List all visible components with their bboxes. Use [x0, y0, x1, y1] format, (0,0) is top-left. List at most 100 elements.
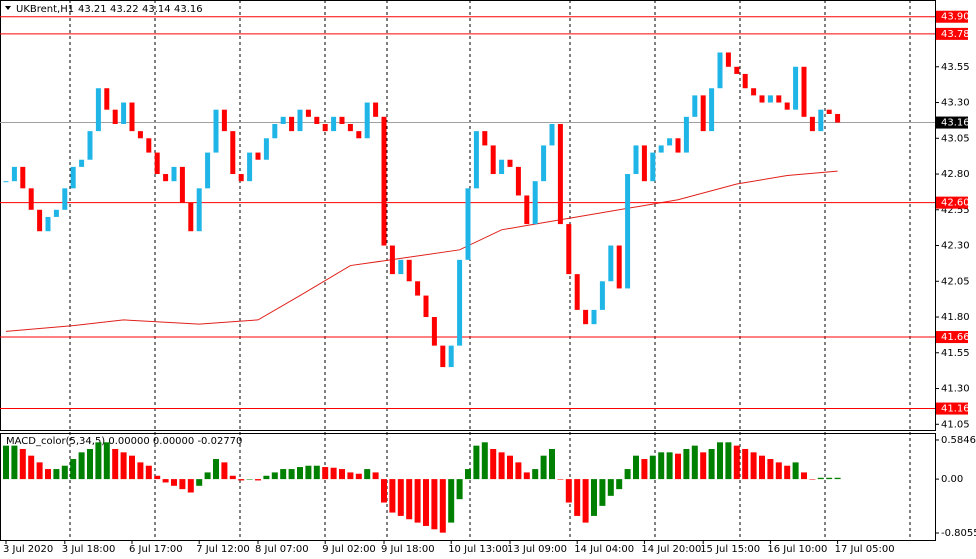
candle [37, 209, 43, 232]
candle [524, 195, 530, 225]
macd-bar [465, 469, 471, 480]
macd-bar [591, 479, 597, 516]
macd-bar [381, 479, 387, 503]
symbol: UKBrent,H1 [16, 4, 74, 15]
macd-bar [565, 479, 572, 503]
candle [263, 138, 269, 160]
macd-bar [826, 477, 833, 480]
y-tick-label: 42.80 [941, 169, 970, 180]
candle [759, 95, 765, 103]
macd-bar [263, 475, 270, 480]
candle [154, 152, 160, 175]
macd-bar [322, 467, 329, 480]
candle [767, 95, 773, 103]
x-tick-label: 14 Jul 04:00 [574, 544, 634, 555]
macd-bar [129, 455, 135, 480]
candle [440, 345, 446, 368]
macd-bar [540, 455, 547, 480]
level-label: 42.60 [941, 198, 970, 209]
ohlc-value: 43.22 [110, 4, 139, 15]
candle [129, 102, 135, 132]
macd-bar [742, 448, 749, 480]
macd-bar [532, 469, 539, 480]
candle [373, 102, 379, 117]
macd-bar [616, 479, 623, 490]
macd-bar [717, 442, 723, 480]
macd-bar [423, 479, 429, 526]
candle [398, 259, 404, 275]
macd-bar [809, 479, 816, 480]
candle [112, 109, 118, 124]
y-tick-label: 43.30 [941, 98, 970, 109]
macd-bar [574, 479, 581, 516]
candle [532, 181, 538, 225]
menu-arrow[interactable] [5, 6, 11, 10]
candle [742, 73, 748, 89]
candle [272, 123, 278, 139]
macd-bar [61, 465, 68, 480]
candle [179, 166, 185, 203]
macd-bar [204, 472, 211, 480]
macd-bar [364, 469, 371, 480]
candle [163, 174, 169, 182]
candle [725, 52, 731, 67]
candle [188, 202, 194, 232]
macd-bar [523, 472, 530, 480]
candle [599, 281, 605, 310]
y-tick-label: 42.55 [941, 205, 970, 216]
candle [549, 123, 555, 146]
candle [137, 131, 143, 139]
macd-bar [288, 469, 295, 480]
macd-bar [775, 462, 782, 480]
y-tick-label: 41.80 [941, 312, 970, 323]
candle [683, 116, 689, 153]
x-tick-label: 16 Jul 10:00 [767, 544, 827, 555]
candle [541, 145, 547, 182]
level-label: 41.66 [941, 332, 970, 343]
macd-bar [103, 442, 110, 480]
y-tick-label: 42.30 [941, 241, 970, 252]
candle [280, 116, 286, 124]
y-tick-label: 42.05 [941, 276, 970, 287]
level-box [936, 331, 968, 344]
macd-bar [691, 445, 698, 480]
ohlc-value: 43.21 [78, 4, 107, 15]
macd-bar [36, 462, 43, 480]
macd-bar [78, 452, 85, 480]
candle [347, 123, 353, 132]
macd-bar [834, 477, 841, 480]
macd-bar [784, 465, 791, 480]
candle [121, 102, 127, 124]
candle [709, 88, 715, 132]
candle [574, 274, 580, 310]
macd-bar [658, 452, 665, 480]
candle [70, 166, 76, 189]
candle [53, 209, 59, 217]
candle [255, 152, 261, 160]
macd-bar [439, 479, 446, 533]
candle [818, 109, 824, 132]
macd-bar [246, 479, 253, 480]
candle [515, 166, 521, 196]
macd-bar [330, 467, 337, 480]
candle [297, 109, 303, 132]
macd-bar [473, 445, 480, 480]
candle [667, 138, 673, 146]
macd-bar [271, 472, 278, 480]
candle [104, 88, 110, 110]
candle [389, 245, 395, 275]
macd-bar [372, 472, 379, 480]
macd-bar [431, 479, 438, 530]
candle [322, 123, 328, 132]
y-tick-label: 43.55 [941, 62, 970, 73]
macd-bar [112, 448, 119, 480]
macd-bar [255, 479, 261, 481]
ohlc-value: 43.16 [174, 4, 203, 15]
x-tick-label: 7 Jul 12:00 [196, 544, 250, 555]
macd-bar [187, 479, 194, 493]
x-tick-label: 3 Jul 18:00 [62, 544, 116, 555]
candle [591, 309, 597, 325]
candle [431, 317, 437, 346]
candle [171, 166, 177, 182]
